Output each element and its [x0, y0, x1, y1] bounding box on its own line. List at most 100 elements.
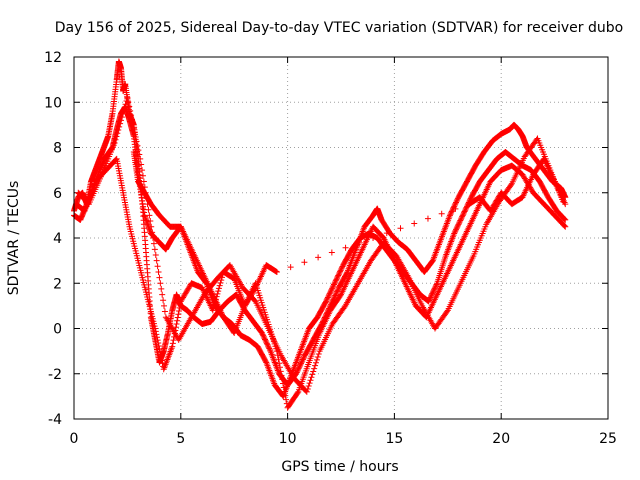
data-point	[312, 359, 319, 366]
y-tick-label: 10	[44, 95, 62, 111]
data-point	[461, 208, 468, 215]
data-point	[158, 357, 165, 364]
data-point	[453, 226, 460, 233]
data-point	[356, 239, 363, 246]
data-point	[175, 311, 182, 318]
data-point	[338, 266, 345, 273]
data-point	[429, 289, 436, 296]
x-tick-label: 10	[279, 431, 297, 447]
data-point	[562, 216, 569, 223]
data-point	[453, 198, 460, 205]
data-point	[451, 229, 458, 236]
data-point	[459, 213, 466, 220]
data-point	[260, 332, 267, 339]
data-point	[430, 288, 437, 295]
x-tick-label: 20	[492, 431, 510, 447]
data-point	[424, 215, 431, 222]
y-tick-label: 8	[53, 141, 62, 157]
data-point	[258, 330, 265, 337]
data-point	[266, 346, 273, 353]
data-point	[431, 285, 438, 292]
data-point	[128, 112, 135, 119]
data-point	[448, 208, 455, 215]
data-point	[458, 214, 465, 221]
y-tick-label: 0	[53, 322, 62, 338]
data-point	[260, 333, 267, 340]
data-point	[447, 211, 454, 218]
data-point	[153, 257, 160, 264]
data-point	[456, 220, 463, 227]
data-point	[113, 133, 120, 140]
data-point	[332, 278, 339, 285]
data-point	[120, 107, 127, 114]
data-point	[452, 227, 459, 234]
data-point	[169, 340, 176, 347]
data-point	[150, 235, 157, 241]
data-point	[215, 285, 222, 292]
data-point	[160, 297, 167, 304]
x-axis-label: GPS time / hours	[281, 459, 398, 475]
data-point	[459, 212, 466, 219]
data-series-5	[130, 149, 569, 337]
data-point	[303, 388, 310, 395]
data-point	[453, 199, 460, 206]
data-point	[451, 202, 458, 209]
data-point	[332, 277, 339, 284]
data-point	[315, 254, 322, 261]
data-point	[337, 268, 344, 275]
data-point	[310, 368, 317, 375]
data-point	[263, 339, 270, 346]
data-point	[452, 200, 459, 207]
data-point	[127, 107, 134, 114]
x-tick-label: 25	[599, 431, 617, 447]
data-point	[311, 365, 318, 372]
x-tick-label: 0	[70, 431, 79, 447]
data-point	[277, 368, 284, 375]
data-point	[131, 129, 138, 136]
data-point	[330, 281, 337, 288]
data-point	[266, 345, 273, 352]
data-point	[209, 307, 216, 314]
data-point	[454, 196, 461, 203]
data-point	[125, 99, 132, 106]
data-point	[431, 286, 438, 293]
data-point	[132, 133, 139, 140]
data-point	[154, 263, 161, 270]
data-point	[136, 151, 143, 158]
data-point	[155, 268, 162, 275]
data-point	[156, 274, 163, 281]
data-point	[150, 240, 157, 247]
data-point	[133, 138, 140, 145]
data-point	[130, 125, 137, 132]
data-point	[312, 362, 319, 369]
data-point	[140, 178, 147, 185]
data-point	[173, 320, 180, 327]
data-point	[216, 282, 223, 289]
data-point	[298, 360, 305, 367]
data-point	[299, 356, 306, 363]
data-point	[323, 297, 330, 304]
data-point	[299, 357, 306, 364]
data-point	[281, 388, 288, 395]
data-point	[329, 285, 336, 292]
data-point	[298, 359, 305, 366]
data-point	[443, 308, 450, 315]
data-point	[151, 246, 158, 253]
data-point	[287, 264, 294, 271]
data-point	[561, 216, 568, 223]
data-point	[305, 383, 312, 390]
data-point	[324, 294, 331, 301]
data-point	[119, 110, 126, 117]
data-point	[159, 291, 166, 298]
data-point	[263, 340, 270, 347]
data-point	[124, 94, 131, 101]
data-point	[300, 355, 307, 362]
data-point	[432, 282, 439, 289]
data-point	[147, 218, 154, 225]
data-point	[135, 147, 142, 154]
data-point	[454, 224, 461, 231]
data-point	[210, 304, 217, 311]
data-point	[432, 284, 439, 291]
data-point	[329, 284, 336, 291]
y-axis-label: SDTVAR / TECUs	[6, 181, 22, 296]
